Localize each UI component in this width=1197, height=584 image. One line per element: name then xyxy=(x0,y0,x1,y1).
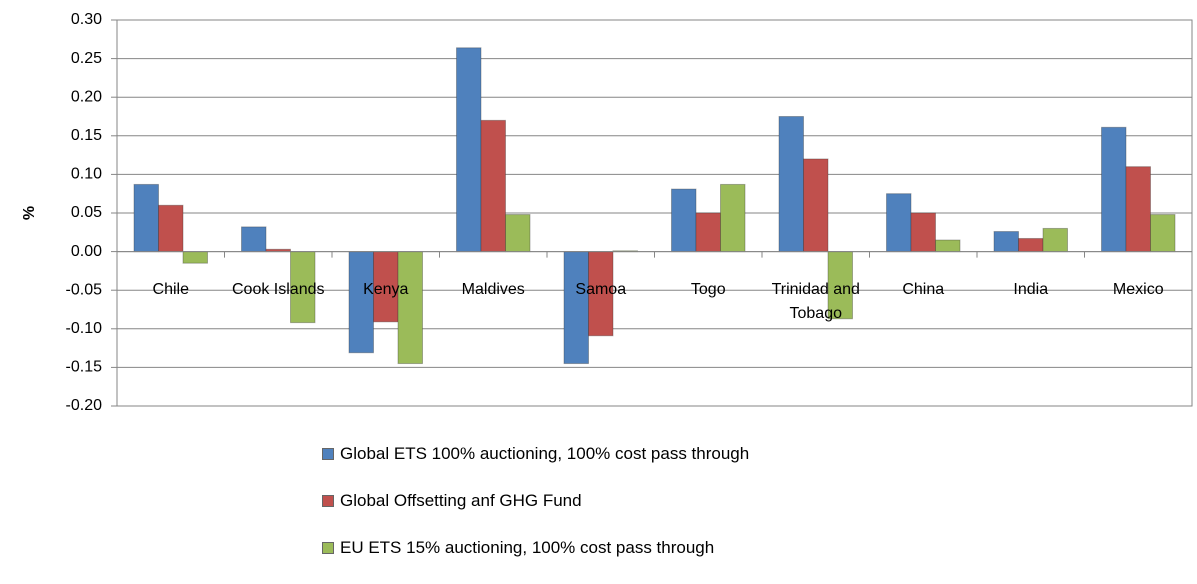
x-tick-label: Chile xyxy=(152,280,189,298)
y-tick-label: -0.05 xyxy=(66,281,103,298)
bar xyxy=(1101,126,1127,253)
x-tick-label: Togo xyxy=(690,280,726,298)
legend-swatch xyxy=(322,542,334,554)
bar xyxy=(456,47,482,253)
bar xyxy=(803,158,829,253)
legend-swatch xyxy=(322,448,334,460)
bar xyxy=(778,116,804,253)
bar xyxy=(158,204,184,253)
bar xyxy=(827,251,853,320)
x-tick-label: Maldives xyxy=(461,280,525,298)
legend-swatch xyxy=(322,495,334,507)
y-tick-label: 0.30 xyxy=(71,11,102,28)
y-tick-label: -0.20 xyxy=(66,397,103,414)
bar xyxy=(695,212,721,253)
x-tick-label: China xyxy=(902,280,945,298)
y-tick-label: -0.15 xyxy=(66,359,103,376)
bar xyxy=(348,251,374,354)
y-tick-label: 0.25 xyxy=(71,50,102,67)
bar xyxy=(1042,227,1068,253)
bar xyxy=(910,212,936,253)
bar xyxy=(720,183,746,253)
legend-item: Global Offsetting anf GHG Fund xyxy=(322,491,582,511)
bar xyxy=(182,251,208,264)
bar xyxy=(480,119,506,253)
legend-label: Global Offsetting anf GHG Fund xyxy=(340,491,582,510)
bar xyxy=(1150,214,1176,253)
x-tick-label: Cook Islands xyxy=(232,280,325,298)
bar xyxy=(397,251,423,365)
bar xyxy=(671,188,697,253)
x-tick-label: Samoa xyxy=(575,280,627,298)
legend-label: Global ETS 100% auctioning, 100% cost pa… xyxy=(340,444,750,463)
bar xyxy=(993,231,1019,253)
y-tick-label: 0.00 xyxy=(71,243,102,260)
plot-border xyxy=(116,19,1193,407)
y-tick-label: 0.20 xyxy=(71,88,102,105)
legend-item: Global ETS 100% auctioning, 100% cost pa… xyxy=(322,444,749,464)
bar xyxy=(241,226,267,253)
bar xyxy=(290,251,316,324)
x-tick-label: Mexico xyxy=(1112,280,1164,298)
legend-item: EU ETS 15% auctioning, 100% cost pass th… xyxy=(322,538,714,558)
bar xyxy=(588,251,614,337)
x-tick-label: Trinidad and Tobago xyxy=(771,280,860,322)
bar xyxy=(133,183,159,253)
y-tick-label: 0.15 xyxy=(71,127,102,144)
bar xyxy=(505,214,531,253)
bar xyxy=(373,251,399,323)
x-tick-label: Kenya xyxy=(363,280,409,298)
x-tick-label: India xyxy=(1013,280,1049,298)
bar xyxy=(935,239,961,253)
legend-label: EU ETS 15% auctioning, 100% cost pass th… xyxy=(340,538,715,557)
y-axis-label: % xyxy=(21,206,38,220)
bar xyxy=(563,251,589,365)
bar xyxy=(1018,237,1044,253)
y-tick-label: -0.10 xyxy=(66,320,103,337)
bar xyxy=(1125,166,1151,253)
bar xyxy=(886,193,912,253)
y-tick-label: 0.05 xyxy=(71,204,102,221)
y-tick-label: 0.10 xyxy=(71,166,102,183)
